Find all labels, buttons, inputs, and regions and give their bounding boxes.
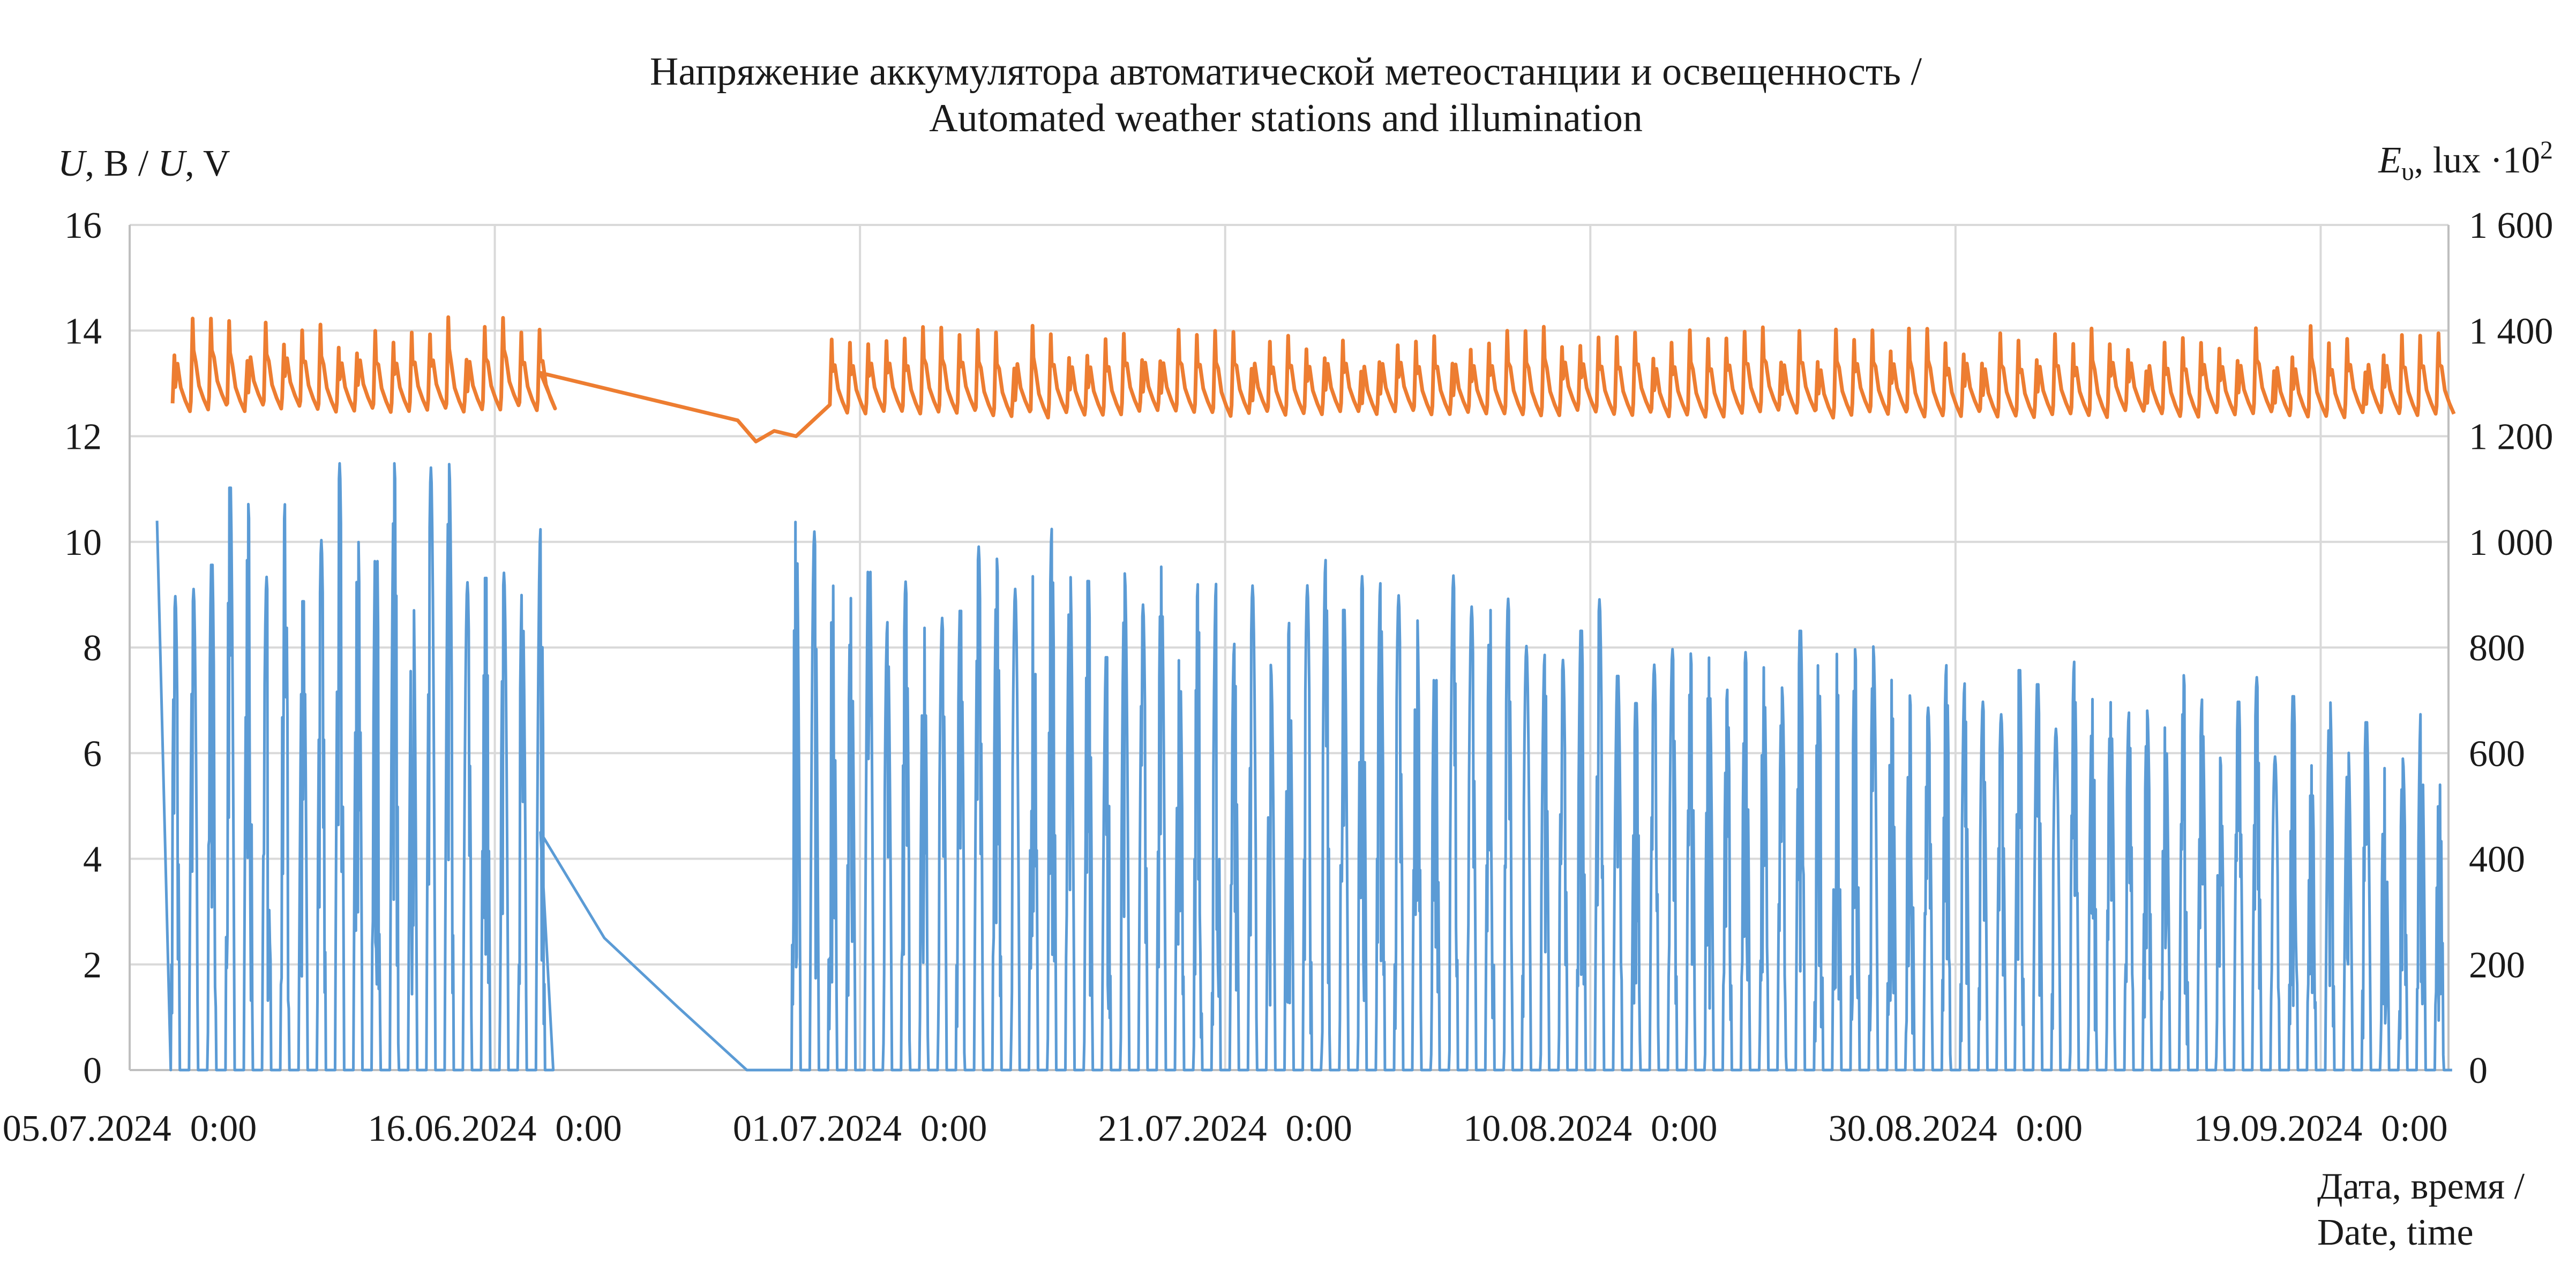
x-tick-labels: 05.07.2024 0:00 16.06.2024 0:00 01.07.2024… [3,1108,2448,1149]
x-tick-label: 16.06.2024 0:00 [368,1108,621,1149]
left-tick-label: 4 [83,839,102,880]
voltage-line [170,315,2456,443]
x-tick-label: 05.07.2024 0:00 [3,1108,257,1149]
right-axis-label: Eυ, lux ·102 [2378,136,2553,186]
right-tick-label: 800 [2469,628,2525,669]
right-tick-label: 600 [2469,733,2525,774]
left-tick-label: 2 [83,945,102,986]
left-tick-label: 16 [64,205,102,246]
left-tick-label: 8 [83,628,102,669]
chart-title-line-1: Напряжение аккумулятора автоматической м… [650,50,1922,94]
right-tick-label: 1 200 [2469,417,2553,458]
left-tick-label: 0 [83,1050,102,1091]
x-tick-label: 19.09.2024 0:00 [2193,1108,2447,1149]
left-tick-label: 12 [64,417,102,458]
left-axis-label: U, В / U, V [58,143,230,184]
voltage-series [170,315,2456,443]
x-tick-label: 10.08.2024 0:00 [1463,1108,1717,1149]
left-tick-labels: 0 2 4 6 8 10 12 14 16 [64,205,102,1091]
right-tick-label: 400 [2469,839,2525,880]
right-tick-label: 0 [2469,1050,2488,1091]
right-tick-label: 1 400 [2469,311,2553,352]
right-tick-labels: 0 200 400 600 800 1 000 1 200 1 400 1 600 [2469,205,2553,1091]
x-axis-label-line-2: Date, time [2317,1212,2474,1253]
illumination-line [155,462,2452,1072]
x-tick-label: 30.08.2024 0:00 [1829,1108,2083,1149]
chart-title-line-2: Automated weather stations and illuminat… [929,96,1643,140]
right-tick-label: 1 000 [2469,522,2553,563]
left-tick-label: 14 [64,311,102,352]
left-tick-label: 10 [64,522,102,563]
left-tick-label: 6 [83,733,102,774]
x-tick-label: 01.07.2024 0:00 [733,1108,987,1149]
right-tick-label: 1 600 [2469,205,2553,246]
x-axis-label-line-1: Дата, время / [2317,1166,2525,1207]
illumination-series [155,462,2452,1072]
right-tick-label: 200 [2469,945,2525,986]
x-tick-label: 21.07.2024 0:00 [1098,1108,1352,1149]
